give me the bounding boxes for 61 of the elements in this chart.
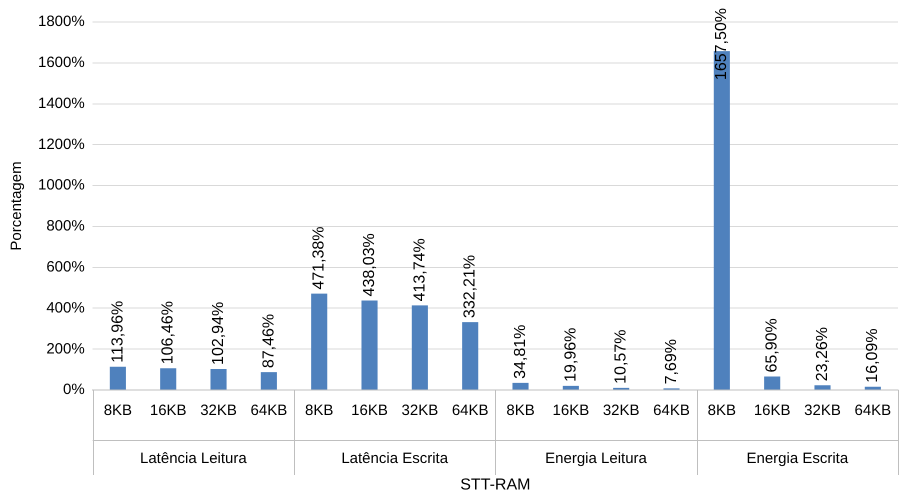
x-tick-label: 16KB [754, 402, 791, 420]
data-label: 438,03% [360, 233, 378, 296]
bar [462, 322, 478, 390]
data-label: 106,46% [160, 301, 177, 364]
text: Latência Escrita [341, 450, 449, 468]
x-tick-label: 8KB [104, 402, 132, 420]
y-tick-label: 1200% [38, 136, 85, 153]
y-tick-label: 400% [46, 299, 85, 316]
x-tick-label: 8KB [305, 402, 334, 420]
data-label: 102,94% [210, 302, 227, 365]
x-tick-label: 64KB [452, 402, 489, 420]
x-tick-label: 8KB [506, 402, 535, 420]
x-tick-label: 32KB [402, 402, 438, 420]
bar [412, 305, 428, 390]
data-label: 10,57% [612, 330, 630, 384]
bar [512, 382, 529, 390]
y-axis-title: Porcentagem [8, 161, 26, 251]
bar [361, 300, 378, 390]
bar [562, 386, 579, 390]
x-tick-label: 32KB [804, 402, 841, 420]
data-label: 34,81% [512, 324, 529, 379]
data-label: 87,46% [260, 314, 278, 368]
data-label: 16,09% [864, 328, 882, 383]
bar [260, 372, 277, 390]
data-label: 332,21% [462, 254, 479, 318]
data-label: 7,69% [662, 339, 680, 384]
data-label: 113,96% [109, 300, 126, 363]
bar [210, 368, 227, 390]
bar [864, 386, 881, 390]
text: Latência Leitura [140, 450, 248, 468]
data-label: 19,96% [562, 328, 580, 382]
bar [160, 368, 176, 390]
y-tick-label: 800% [46, 218, 85, 235]
y-tick-label: 0% [63, 381, 85, 398]
y-tick-label: 600% [46, 258, 85, 276]
y-tick-label: 1800% [38, 13, 85, 30]
x-tick-label: 64KB [854, 402, 892, 420]
y-tick-label: 1600% [38, 54, 85, 72]
x-tick-label: 8KB [708, 402, 736, 420]
bar [110, 366, 126, 390]
bar [764, 376, 780, 390]
x-tick-label: 32KB [200, 402, 237, 420]
data-label: 23,26% [814, 326, 831, 382]
x-tick-label: 16KB [150, 402, 187, 420]
x-axis-title: STT-RAM [460, 476, 530, 494]
data-label: 413,74% [411, 238, 428, 302]
y-tick-label: 200% [46, 340, 85, 358]
bar [311, 294, 328, 390]
data-label: 65,90% [764, 318, 781, 373]
y-tick-label: 1400% [38, 94, 85, 112]
data-label: 471,38% [310, 226, 328, 290]
x-tick-label: 16KB [351, 402, 388, 420]
text: Energia Escrita [746, 450, 849, 468]
x-tick-label: 32KB [602, 402, 640, 420]
data-label: 1657,50% [713, 8, 730, 80]
x-tick-label: 64KB [250, 402, 288, 420]
x-tick-label: 16KB [552, 402, 590, 420]
bar [814, 385, 831, 390]
x-tick-label: 64KB [653, 402, 690, 420]
text: Energia Leitura [545, 450, 648, 468]
y-tick-label: 1000% [38, 176, 85, 194]
